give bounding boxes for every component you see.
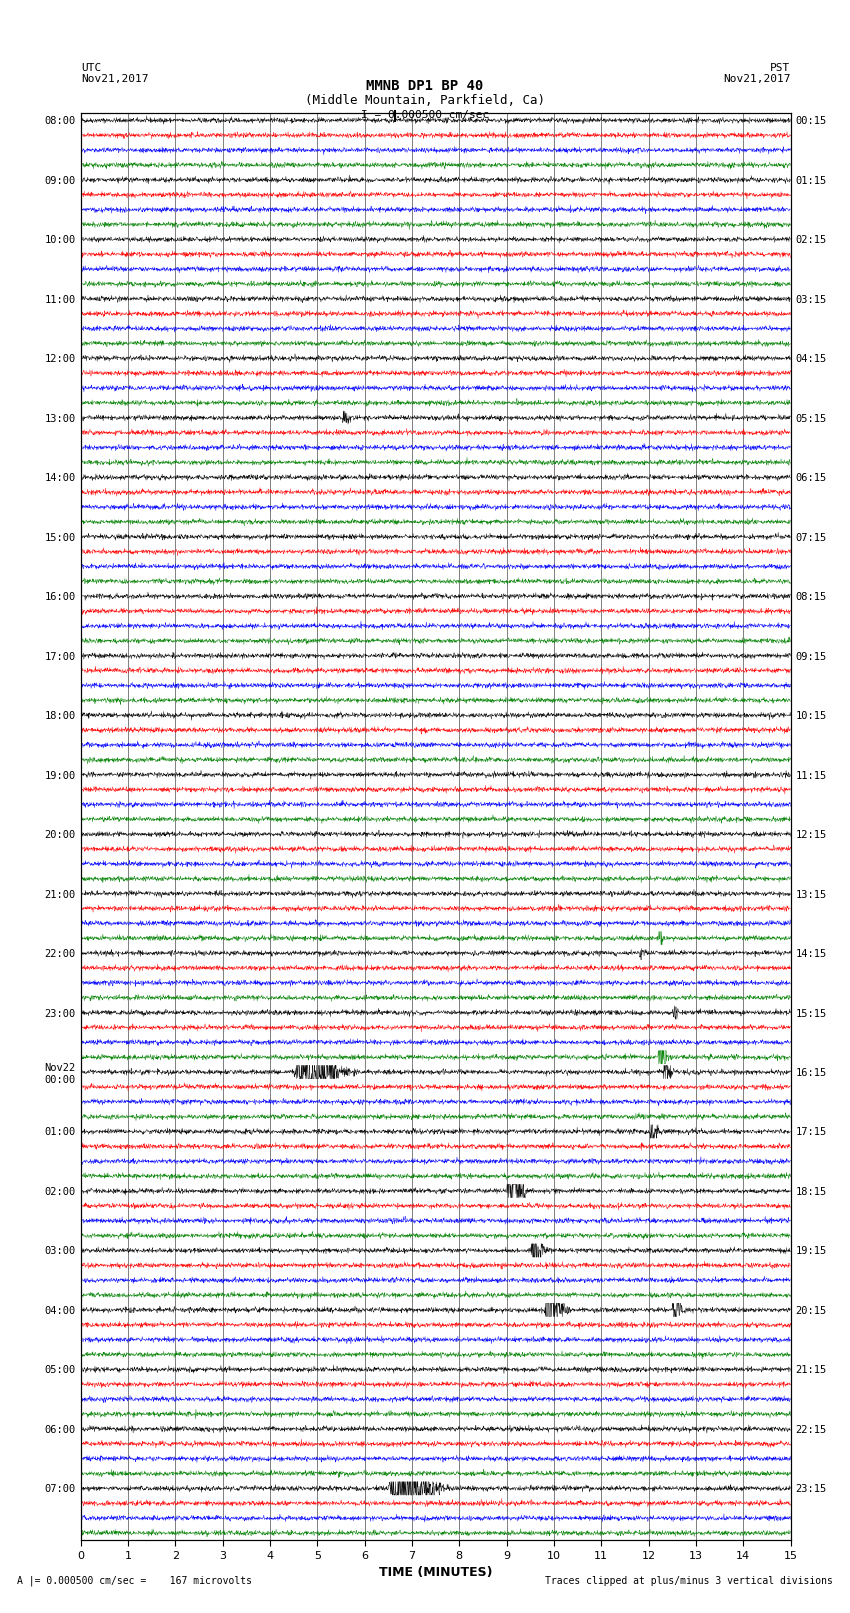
X-axis label: TIME (MINUTES): TIME (MINUTES)	[379, 1566, 492, 1579]
Text: A |= 0.000500 cm/sec =    167 microvolts: A |= 0.000500 cm/sec = 167 microvolts	[17, 1576, 252, 1586]
Text: MMNB DP1 BP 40: MMNB DP1 BP 40	[366, 79, 484, 94]
Text: I = 0.000500 cm/sec: I = 0.000500 cm/sec	[361, 110, 489, 119]
Text: Nov21,2017: Nov21,2017	[81, 74, 148, 84]
Text: PST: PST	[770, 63, 790, 73]
Text: Nov21,2017: Nov21,2017	[723, 74, 791, 84]
Text: (Middle Mountain, Parkfield, Ca): (Middle Mountain, Parkfield, Ca)	[305, 94, 545, 108]
Text: UTC: UTC	[81, 63, 101, 73]
Text: Traces clipped at plus/minus 3 vertical divisions: Traces clipped at plus/minus 3 vertical …	[545, 1576, 833, 1586]
